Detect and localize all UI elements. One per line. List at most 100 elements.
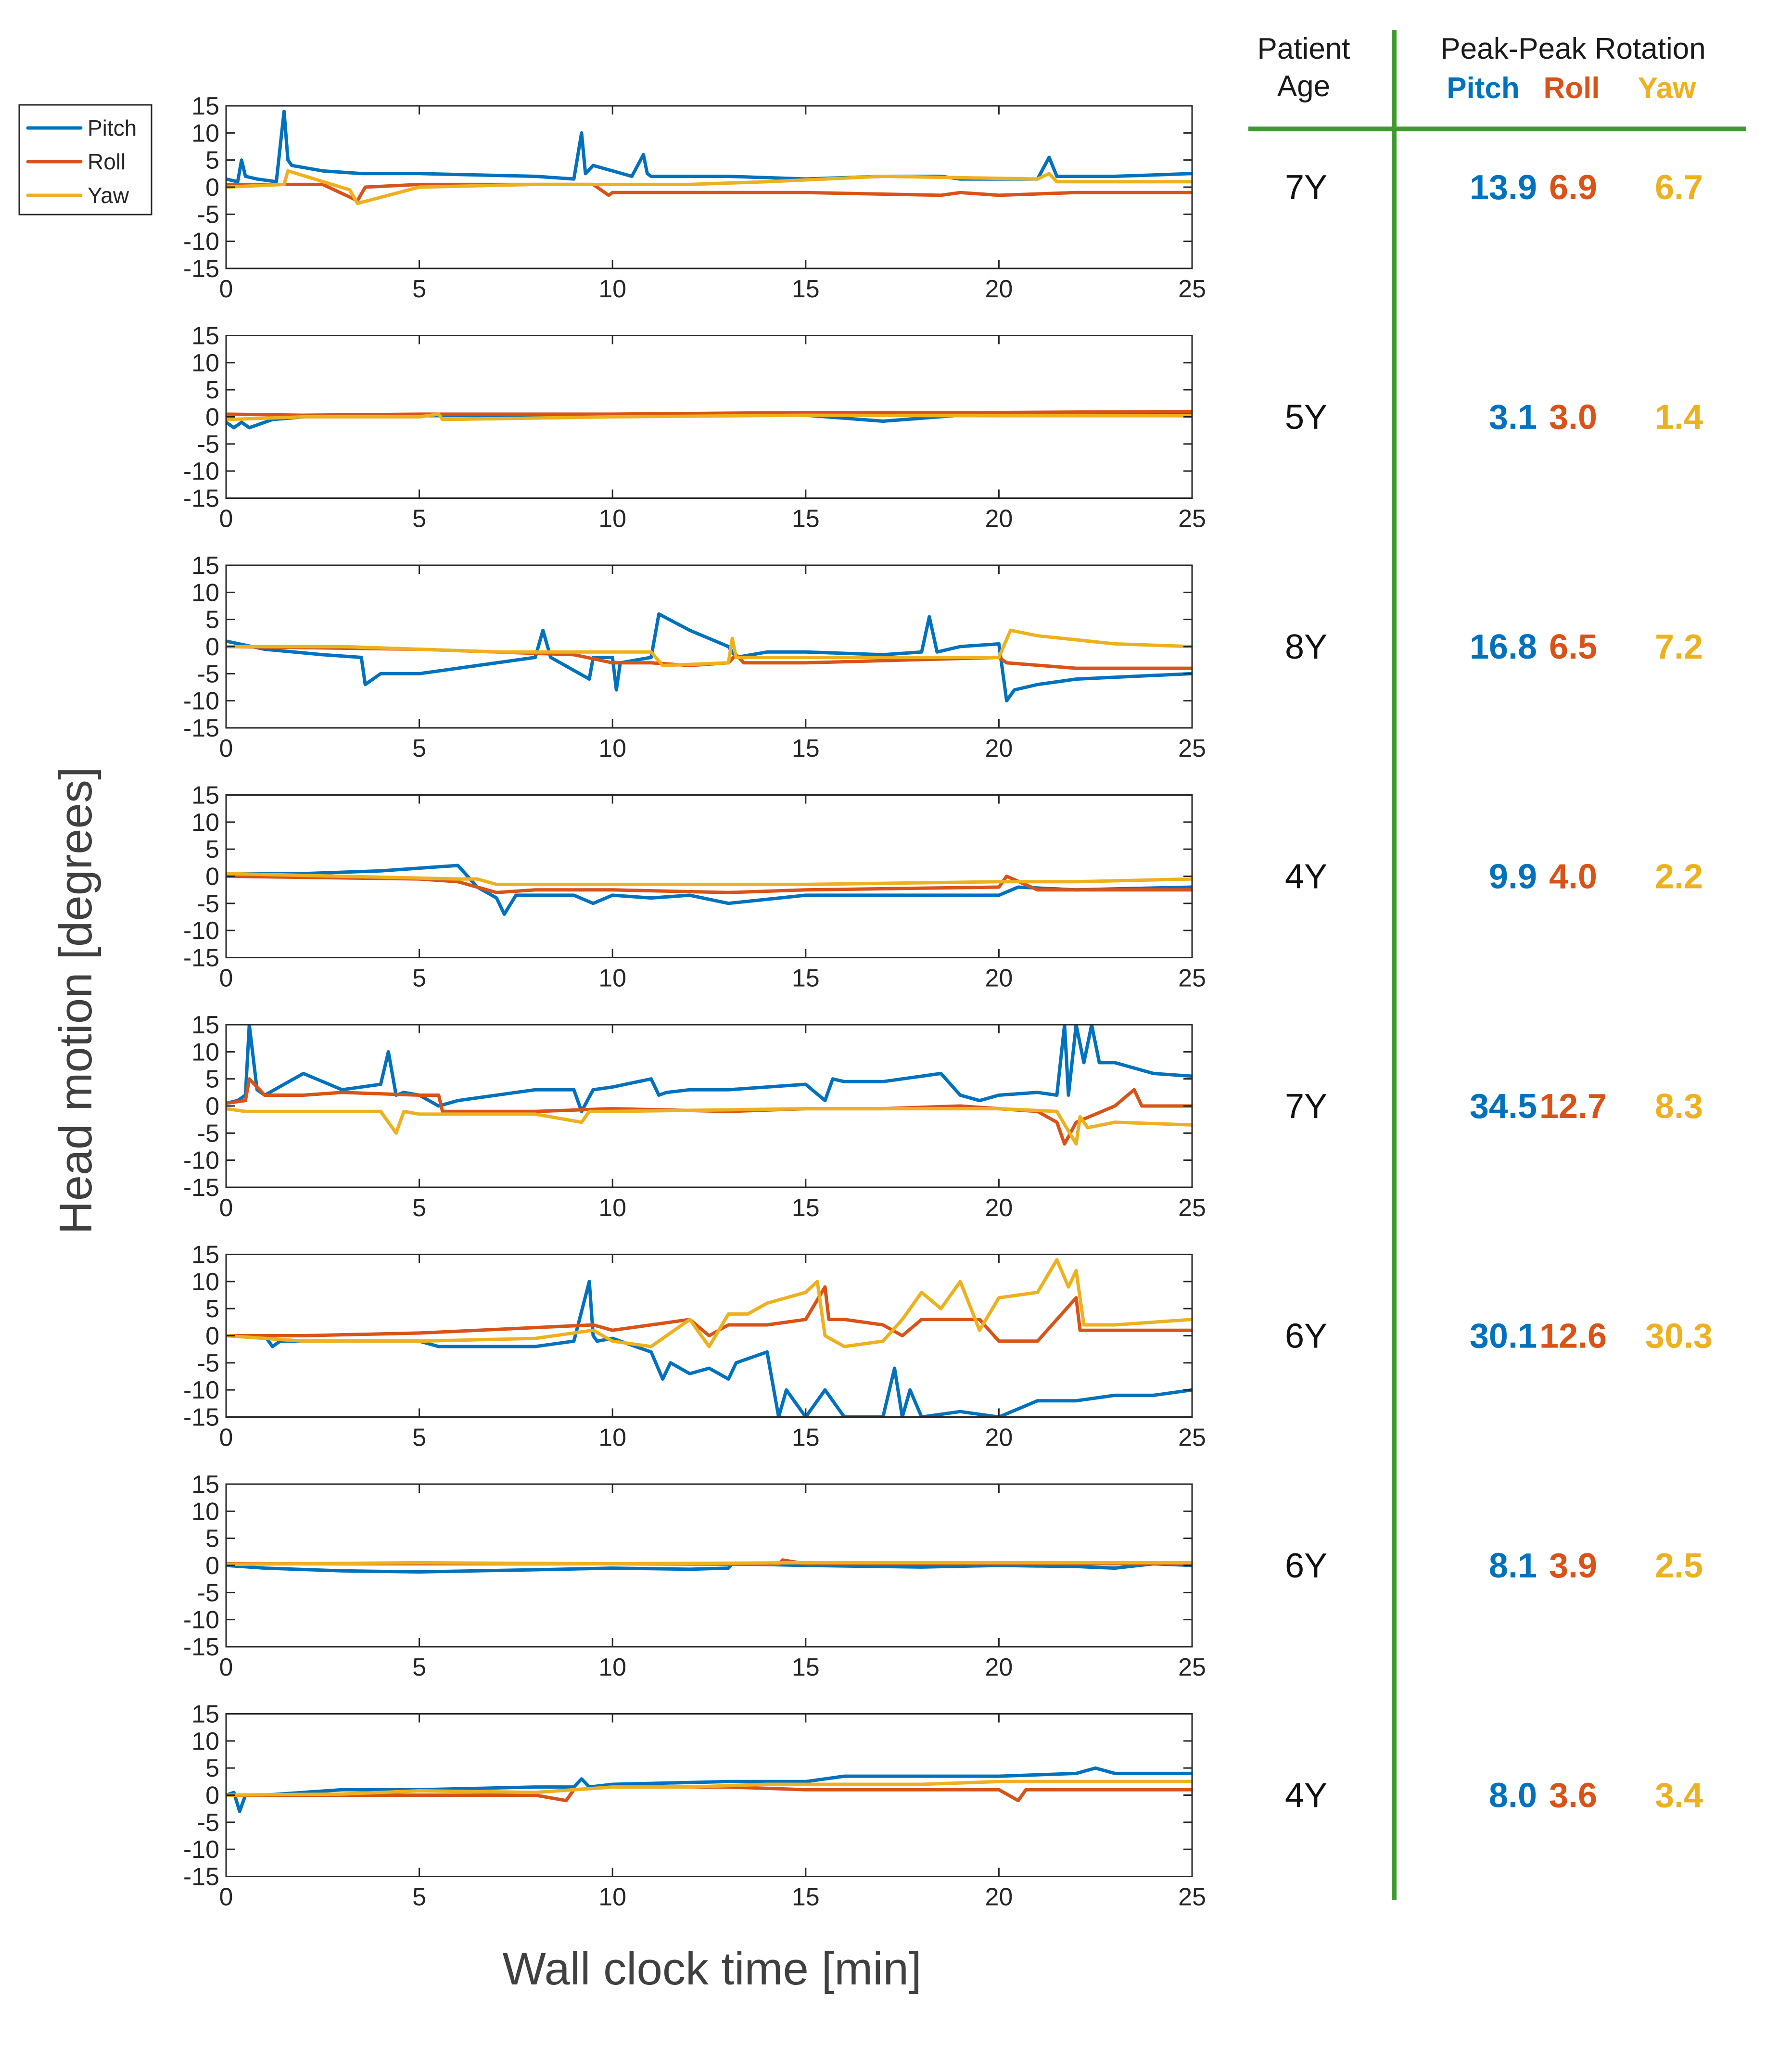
- y-tick-label: -5: [197, 1349, 219, 1377]
- y-tick-label: 10: [191, 809, 219, 837]
- y-tick-label: 15: [191, 1241, 219, 1269]
- y-tick-label: 0: [205, 633, 219, 661]
- x-tick-label: 10: [598, 1194, 626, 1222]
- y-tick-label: 0: [205, 404, 219, 432]
- x-tick-label: 20: [985, 1883, 1013, 1911]
- x-tick-label: 10: [598, 1653, 626, 1681]
- y-tick-label: -15: [183, 1404, 219, 1432]
- series-roll-line: [226, 182, 1192, 203]
- x-tick-label: 10: [598, 1424, 626, 1452]
- y-tick-label: -10: [183, 687, 219, 715]
- y-tick-label: 0: [205, 1093, 219, 1120]
- x-tick-label: 20: [985, 1194, 1013, 1222]
- row-pitch-value: 34.5: [1470, 1087, 1537, 1126]
- table-row: 6Y 8.1 3.9 2.5: [1285, 1547, 1703, 1585]
- legend-label-roll: Roll: [88, 149, 126, 174]
- y-tick-label: -10: [183, 458, 219, 485]
- row-age: 4Y: [1285, 1777, 1327, 1815]
- series-group: [226, 1258, 1192, 1417]
- header-pitch: Pitch: [1447, 72, 1520, 105]
- row-yaw-value: 1.4: [1655, 398, 1703, 437]
- table-row: 6Y 30.1 12.6 30.3: [1285, 1317, 1713, 1356]
- plot-area: [226, 1025, 1192, 1187]
- x-tick-label: 15: [792, 965, 820, 992]
- y-tick-label: 5: [205, 1525, 219, 1553]
- header-peak-peak-rotation: Peak-Peak Rotation: [1440, 32, 1705, 65]
- row-roll-value: 12.6: [1539, 1317, 1607, 1356]
- x-tick-label: 0: [219, 1424, 233, 1452]
- y-tick-label: 15: [191, 782, 219, 810]
- y-tick-label: -15: [183, 485, 219, 513]
- x-tick-label: 10: [598, 965, 626, 992]
- y-tick-label: 0: [205, 1552, 219, 1580]
- row-age: 6Y: [1285, 1317, 1327, 1356]
- series-group: [226, 864, 1192, 916]
- x-tick-label: 25: [1178, 275, 1206, 303]
- series-yaw-line: [226, 412, 1192, 421]
- row-age: 8Y: [1285, 628, 1327, 666]
- x-tick-label: 0: [219, 1194, 233, 1222]
- y-tick-label: -10: [183, 917, 219, 945]
- header-yaw: Yaw: [1638, 72, 1696, 105]
- header-patient: Patient: [1257, 32, 1350, 65]
- series-pitch-line: [226, 1562, 1192, 1574]
- series-yaw-line: [226, 872, 1192, 886]
- x-tick-label: 25: [1178, 735, 1206, 763]
- x-tick-label: 5: [412, 1883, 426, 1911]
- y-tick-label: 10: [191, 1268, 219, 1296]
- y-tick-label: 10: [191, 1498, 219, 1525]
- x-axis-title: Wall clock time [min]: [502, 1943, 921, 1995]
- series-group: [226, 1766, 1192, 1813]
- series-yaw-line: [226, 1107, 1192, 1146]
- series-yaw-line: [226, 1258, 1192, 1348]
- x-tick-label: 10: [598, 1883, 626, 1911]
- row-yaw-value: 2.5: [1655, 1547, 1703, 1585]
- row-roll-value: 4.0: [1549, 858, 1597, 896]
- x-tick-label: 20: [985, 965, 1013, 992]
- y-tick-label: 5: [205, 1066, 219, 1093]
- y-axis-title: Head motion [degrees]: [50, 767, 102, 1234]
- row-roll-value: 6.5: [1549, 628, 1597, 666]
- y-tick-label: 15: [191, 1011, 219, 1039]
- table-row: 7Y 34.5 12.7 8.3: [1285, 1087, 1703, 1126]
- row-roll-value: 3.6: [1549, 1777, 1597, 1815]
- series-pitch-line: [226, 1025, 1192, 1113]
- y-tick-label: -15: [183, 1633, 219, 1661]
- x-tick-label: 10: [598, 735, 626, 763]
- row-pitch-value: 16.8: [1470, 628, 1537, 666]
- x-tick-label: 5: [412, 275, 426, 303]
- y-tick-label: 5: [205, 1754, 219, 1782]
- y-tick-label: -5: [197, 1579, 219, 1607]
- table-row: 8Y 16.8 6.5 7.2: [1285, 628, 1703, 666]
- x-tick-label: 0: [219, 505, 233, 533]
- y-tick-label: -5: [197, 1119, 219, 1147]
- y-tick-label: -5: [197, 660, 219, 688]
- row-yaw-value: 6.7: [1655, 168, 1703, 207]
- y-tick-label: 10: [191, 579, 219, 607]
- y-tick-label: -5: [197, 431, 219, 458]
- x-tick-label: 15: [792, 275, 820, 303]
- y-tick-label: 5: [205, 147, 219, 175]
- x-tick-label: 25: [1178, 505, 1206, 533]
- row-yaw-value: 3.4: [1655, 1777, 1703, 1815]
- row-roll-value: 6.9: [1549, 168, 1597, 207]
- row-pitch-value: 3.1: [1489, 398, 1537, 437]
- y-tick-label: 15: [191, 1701, 219, 1729]
- x-tick-label: 10: [598, 275, 626, 303]
- series-roll-line: [226, 875, 1192, 894]
- y-tick-label: -10: [183, 1147, 219, 1175]
- y-tick-label: -10: [183, 1606, 219, 1634]
- x-tick-label: 0: [219, 275, 233, 303]
- row-pitch-value: 8.1: [1489, 1547, 1537, 1585]
- x-tick-label: 15: [792, 1653, 820, 1681]
- x-tick-label: 0: [219, 1653, 233, 1681]
- x-tick-label: 5: [412, 735, 426, 763]
- x-tick-label: 15: [792, 1194, 820, 1222]
- x-tick-label: 15: [792, 1424, 820, 1452]
